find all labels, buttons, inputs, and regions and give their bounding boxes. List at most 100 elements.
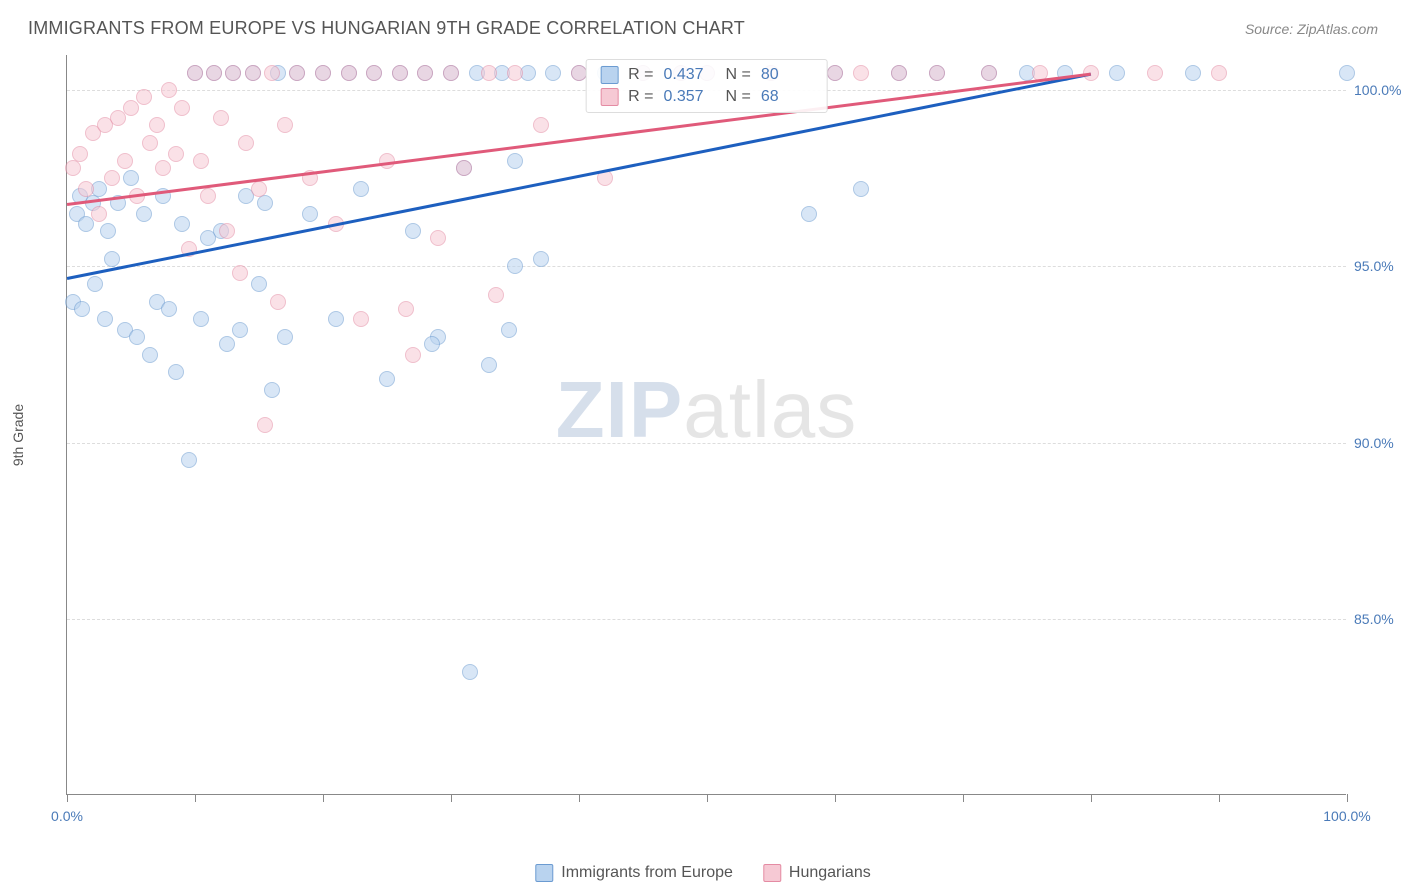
data-point — [257, 195, 273, 211]
data-point — [456, 160, 472, 176]
legend-stat-row: R =0.437N =80 — [600, 66, 813, 84]
grid-line — [67, 443, 1346, 444]
data-point — [801, 206, 817, 222]
x-tick — [1091, 794, 1092, 802]
data-point — [1147, 65, 1163, 81]
data-point — [238, 135, 254, 151]
data-point — [533, 117, 549, 133]
data-point — [507, 258, 523, 274]
data-point — [181, 452, 197, 468]
data-point — [65, 160, 81, 176]
legend-r-value: 0.357 — [664, 88, 716, 106]
data-point — [219, 223, 235, 239]
legend-swatch — [600, 88, 618, 106]
data-point — [545, 65, 561, 81]
x-tick — [1347, 794, 1348, 802]
data-point — [1339, 65, 1355, 81]
data-point — [891, 65, 907, 81]
data-point — [149, 117, 165, 133]
data-point — [1109, 65, 1125, 81]
data-point — [392, 65, 408, 81]
data-point — [129, 329, 145, 345]
x-tick — [67, 794, 68, 802]
data-point — [353, 311, 369, 327]
data-point — [72, 146, 88, 162]
x-tick — [579, 794, 580, 802]
data-point — [405, 223, 421, 239]
data-point — [398, 301, 414, 317]
legend-stat-row: R = 0.357 N = 68 — [600, 88, 813, 106]
source-attribution: Source: ZipAtlas.com — [1245, 21, 1378, 37]
data-point — [488, 287, 504, 303]
watermark-light: atlas — [683, 365, 857, 454]
data-point — [417, 65, 433, 81]
x-tick — [835, 794, 836, 802]
data-point — [533, 251, 549, 267]
data-point — [507, 65, 523, 81]
data-point — [501, 322, 517, 338]
data-point — [104, 170, 120, 186]
legend-r-label: R = — [628, 88, 653, 106]
data-point — [929, 65, 945, 81]
chart-header: IMMIGRANTS FROM EUROPE VS HUNGARIAN 9TH … — [0, 0, 1406, 47]
plot-area: ZIPatlas R =0.437N =80R =0.357N =68 100.… — [66, 55, 1346, 795]
data-point — [104, 251, 120, 267]
x-tick — [451, 794, 452, 802]
x-tick — [195, 794, 196, 802]
series-legend: Immigrants from Europe Hungarians — [535, 864, 870, 882]
data-point — [155, 160, 171, 176]
data-point — [264, 65, 280, 81]
data-point — [257, 417, 273, 433]
data-point — [174, 100, 190, 116]
data-point — [213, 110, 229, 126]
data-point — [481, 65, 497, 81]
x-tick — [707, 794, 708, 802]
data-point — [136, 206, 152, 222]
legend-n-value: 68 — [761, 88, 813, 106]
legend-n-value: 80 — [761, 66, 813, 84]
legend-label: Immigrants from Europe — [561, 864, 733, 882]
y-tick-label: 85.0% — [1354, 611, 1404, 627]
data-point — [142, 347, 158, 363]
data-point — [430, 230, 446, 246]
watermark-bold: ZIP — [556, 365, 683, 454]
data-point — [136, 89, 152, 105]
data-point — [481, 357, 497, 373]
data-point — [193, 153, 209, 169]
legend-n-label: N = — [726, 66, 751, 84]
source-name: ZipAtlas.com — [1297, 21, 1378, 37]
data-point — [353, 181, 369, 197]
data-point — [328, 311, 344, 327]
legend-label: Hungarians — [789, 864, 871, 882]
data-point — [161, 82, 177, 98]
data-point — [193, 311, 209, 327]
data-point — [341, 65, 357, 81]
data-point — [174, 216, 190, 232]
y-axis-label: 9th Grade — [10, 404, 26, 466]
data-point — [245, 65, 261, 81]
data-point — [168, 146, 184, 162]
legend-n-label: N = — [726, 88, 751, 106]
correlation-legend: R = 0.437 N = 80 R = 0.357 N = 68 — [585, 59, 828, 113]
legend-swatch — [763, 864, 781, 882]
data-point — [507, 153, 523, 169]
x-tick — [323, 794, 324, 802]
data-point — [853, 181, 869, 197]
data-point — [277, 117, 293, 133]
chart-title: IMMIGRANTS FROM EUROPE VS HUNGARIAN 9TH … — [28, 18, 745, 39]
data-point — [264, 382, 280, 398]
legend-swatch — [600, 66, 618, 84]
data-point — [232, 265, 248, 281]
data-point — [78, 181, 94, 197]
data-point — [1185, 65, 1201, 81]
legend-item: Immigrants from Europe — [535, 864, 733, 882]
data-point — [161, 301, 177, 317]
data-point — [187, 65, 203, 81]
data-point — [123, 170, 139, 186]
data-point — [232, 322, 248, 338]
y-tick-label: 90.0% — [1354, 435, 1404, 451]
y-tick-label: 95.0% — [1354, 258, 1404, 274]
data-point — [168, 364, 184, 380]
legend-r-value: 0.437 — [664, 66, 716, 84]
data-point — [366, 65, 382, 81]
